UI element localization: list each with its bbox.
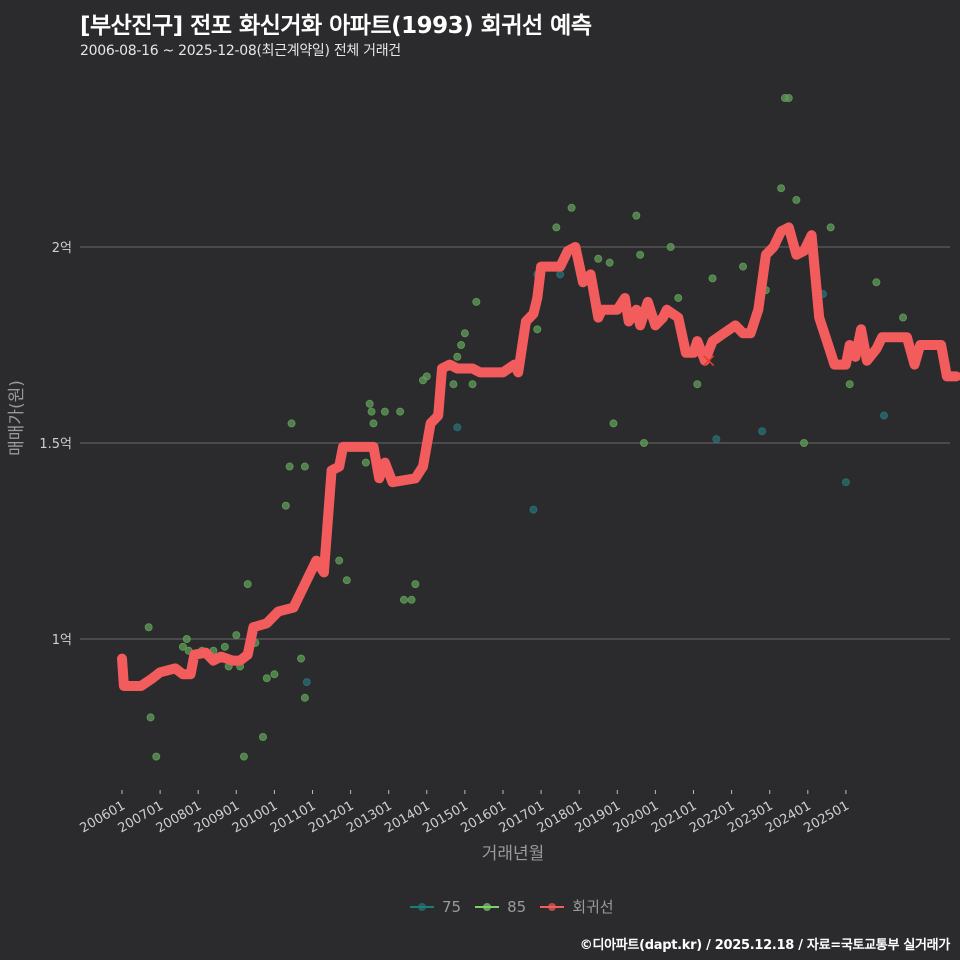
data-point-85 [792, 195, 801, 204]
data-point-85 [178, 642, 187, 651]
data-point-85 [144, 623, 153, 632]
data-point-85 [281, 501, 290, 510]
data-point-85 [243, 580, 252, 589]
data-point-85 [300, 693, 309, 702]
regression-line [117, 222, 960, 691]
legend-item-85: 85 [475, 898, 526, 916]
data-point-85 [708, 274, 717, 283]
data-point-85 [449, 380, 458, 389]
data-point-85 [361, 458, 370, 467]
legend-label: 회귀선 [572, 898, 614, 916]
data-point-85 [239, 752, 248, 761]
data-point-85 [609, 419, 618, 428]
legend-item-75: 75 [410, 898, 461, 916]
x-marker [703, 355, 715, 367]
data-point-85 [533, 325, 542, 334]
data-point-75 [880, 411, 888, 420]
data-point-85 [674, 293, 683, 302]
y-tick-label: 2억 [52, 241, 72, 256]
data-point-85 [232, 631, 241, 640]
scatter-points [144, 94, 908, 761]
data-point-85 [287, 419, 296, 428]
legend-key-regression-icon [540, 902, 565, 911]
data-point-85 [567, 203, 576, 212]
x-axis-title: 거래년월 [482, 844, 545, 864]
data-point-85 [396, 407, 405, 416]
data-point-85 [342, 576, 351, 585]
data-point-75 [758, 427, 767, 436]
data-point-75 [556, 270, 565, 279]
data-point-85 [845, 380, 854, 389]
source-caption: ©디아파트(dapt.kr) / 2025.12.18 / 자료=국토교통부 실… [579, 938, 951, 953]
y-axis-ticks: 2억 1.5억 1억 [39, 241, 72, 648]
data-point-85 [262, 674, 271, 683]
data-point-85 [799, 439, 808, 447]
legend-item-regression: 회귀선 [540, 896, 614, 917]
data-point-85 [258, 733, 267, 741]
data-point-85 [367, 407, 376, 416]
y-tick-label: 1억 [52, 633, 72, 648]
data-point-85 [777, 184, 786, 193]
data-point-85 [146, 713, 155, 722]
legend-label: 85 [507, 897, 527, 916]
data-point-85 [297, 654, 306, 663]
data-point-85 [422, 372, 431, 381]
data-point-85 [639, 439, 648, 447]
data-point-85 [270, 670, 279, 679]
data-point-85 [552, 223, 561, 232]
data-point-85 [605, 258, 614, 267]
data-point-85 [468, 380, 477, 389]
y-tick-label: 1.5억 [39, 437, 72, 452]
y-axis-title: 매매가(원) [7, 380, 27, 456]
data-point-75 [712, 435, 721, 444]
data-point-85 [594, 254, 603, 263]
data-point-75 [841, 478, 850, 487]
x-axis-ticks: 2006012007012008012009012010012011012012… [78, 790, 852, 836]
data-point-75 [302, 678, 311, 687]
data-point-85 [285, 462, 294, 471]
data-point-85 [380, 407, 389, 416]
data-point-85 [636, 250, 645, 259]
data-point-85 [411, 580, 420, 589]
data-point-85 [407, 595, 416, 604]
data-point-75 [453, 423, 462, 432]
data-point-85 [453, 352, 462, 361]
data-point-85 [365, 399, 374, 408]
data-point-85 [152, 752, 161, 761]
data-point-85 [472, 297, 481, 306]
data-point-75 [529, 505, 538, 514]
chart-subtitle: 2006-08-16 ~ 2025-12-08(최근계약일) 전체 거래건 [80, 43, 401, 59]
data-point-85 [335, 556, 344, 565]
data-point-85 [457, 341, 466, 349]
legend-key-75-icon [410, 902, 434, 911]
data-point-85 [739, 262, 748, 271]
data-point-85 [632, 211, 641, 220]
data-point-85 [369, 419, 378, 428]
legend-label: 75 [442, 897, 462, 916]
data-point-85 [693, 380, 702, 389]
data-point-85 [182, 635, 191, 643]
chart-title: [부산진구] 전포 화신거화 아파트(1993) 회귀선 예측 [80, 13, 592, 39]
data-point-85 [460, 329, 469, 338]
data-point-85 [399, 595, 408, 604]
legend-key-85-icon [475, 902, 500, 911]
legend: 75 85 회귀선 [410, 896, 620, 917]
data-point-85 [784, 94, 793, 103]
data-point-85 [220, 642, 229, 651]
data-point-85 [666, 243, 675, 251]
data-point-85 [300, 462, 309, 471]
data-point-85 [826, 223, 835, 232]
data-point-85 [872, 278, 881, 287]
data-point-85 [899, 313, 908, 322]
